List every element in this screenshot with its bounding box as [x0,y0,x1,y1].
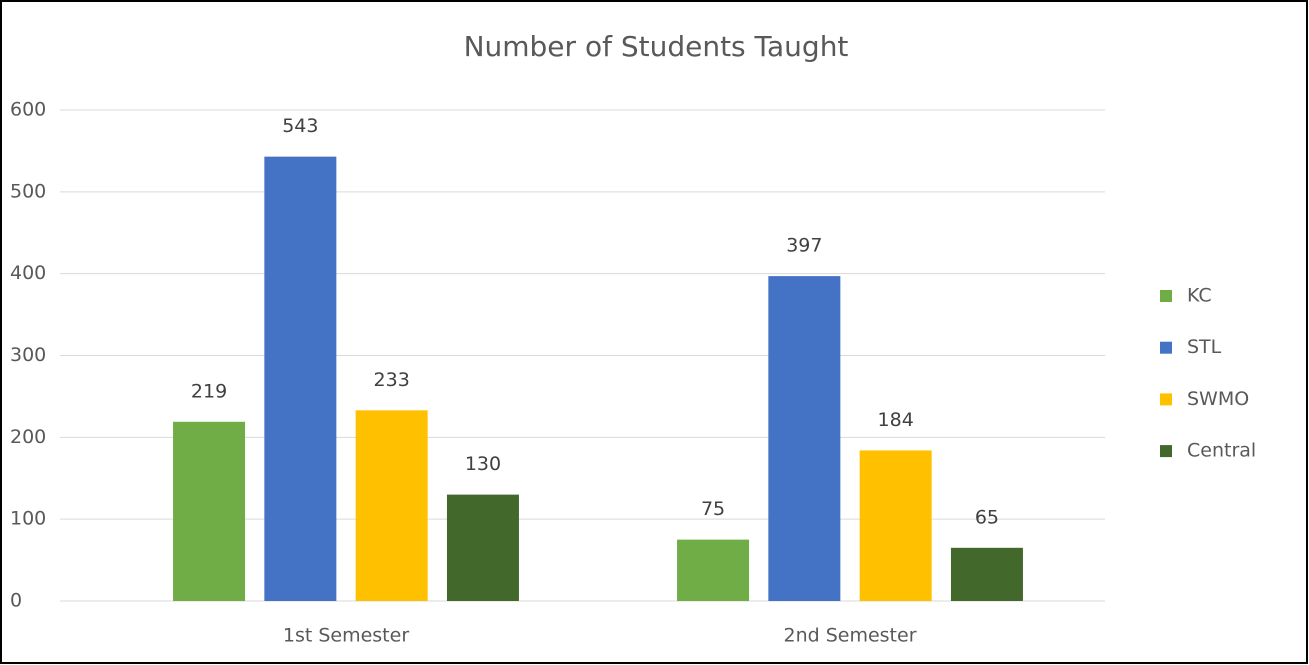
x-tick-label: 1st Semester [283,625,409,647]
chart-title: Number of Students Taught [464,30,849,63]
y-tick-label: 600 [10,99,46,121]
bar [446,494,519,601]
legend-label: Central [1187,440,1256,462]
data-label: 543 [282,115,318,137]
legend-label: KC [1187,285,1212,307]
data-label: 184 [878,409,914,431]
legend-swatch [1160,290,1172,302]
data-label: 397 [786,235,822,257]
y-tick-label: 200 [10,426,46,448]
bar [950,547,1023,601]
legend-label: STL [1187,336,1222,358]
legend-swatch [1160,341,1172,354]
y-tick-label: 400 [10,262,46,284]
y-tick-label: 500 [10,180,46,202]
bar [264,156,337,601]
data-label: 233 [374,369,410,391]
bar [355,410,428,601]
data-label: 65 [975,506,999,528]
y-tick-label: 100 [10,508,46,530]
x-tick-label: 2nd Semester [783,625,916,647]
legend-swatch [1160,445,1172,458]
bar [768,276,841,601]
bar [859,450,932,601]
data-label: 219 [191,380,227,402]
y-tick-label: 300 [10,344,46,366]
legend-swatch [1160,393,1172,406]
data-label: 130 [465,453,501,475]
legend-label: SWMO [1187,388,1249,410]
data-label: 75 [701,498,725,520]
y-tick-label: 0 [10,590,22,612]
bar [677,539,750,601]
bar [173,421,246,601]
